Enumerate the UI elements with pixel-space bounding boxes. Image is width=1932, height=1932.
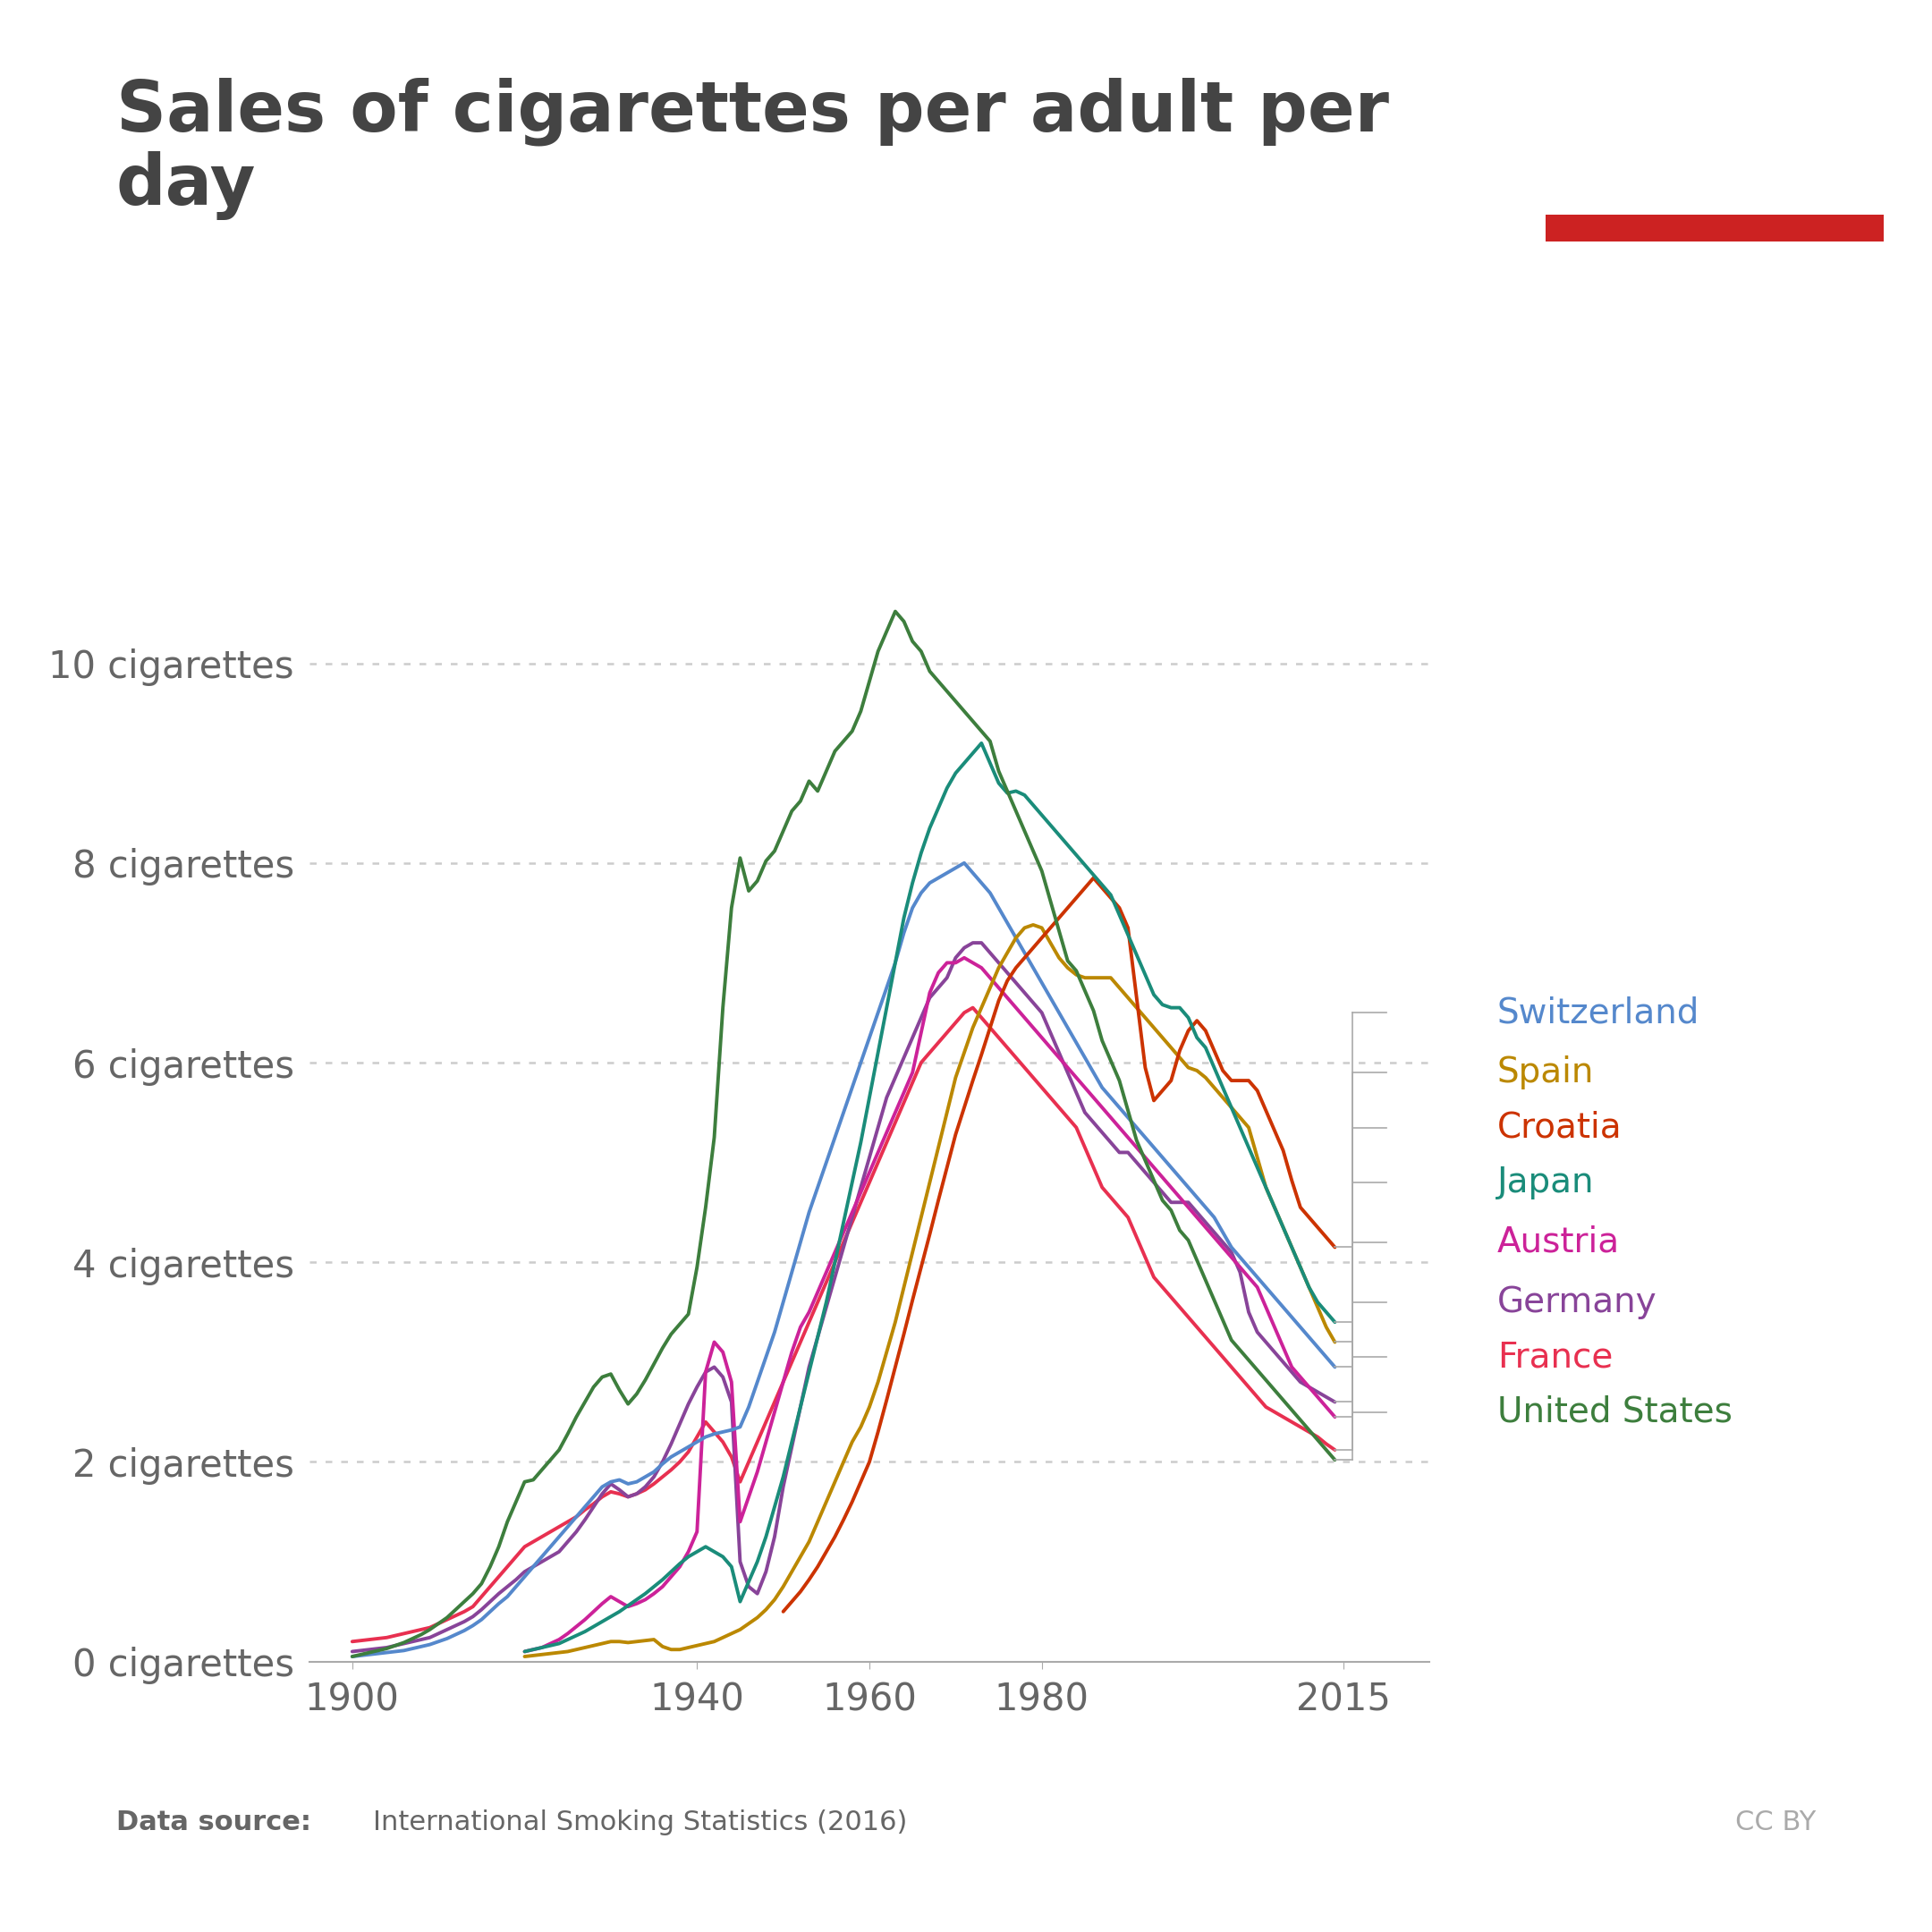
Text: France: France bbox=[1497, 1341, 1613, 1374]
Text: CC BY: CC BY bbox=[1735, 1810, 1816, 1835]
Text: Data source:: Data source: bbox=[116, 1810, 321, 1835]
Text: Croatia: Croatia bbox=[1497, 1111, 1623, 1144]
Bar bbox=[1546, 214, 1884, 242]
Text: Our World: Our World bbox=[1644, 95, 1785, 118]
Text: International Smoking Statistics (2016): International Smoking Statistics (2016) bbox=[373, 1810, 908, 1835]
Text: in Data: in Data bbox=[1663, 156, 1766, 180]
Text: Sales of cigarettes per adult per
day: Sales of cigarettes per adult per day bbox=[116, 77, 1389, 220]
Text: Germany: Germany bbox=[1497, 1285, 1658, 1320]
Text: Austria: Austria bbox=[1497, 1225, 1619, 1260]
Text: Japan: Japan bbox=[1497, 1165, 1594, 1200]
Text: Spain: Spain bbox=[1497, 1055, 1594, 1090]
Text: United States: United States bbox=[1497, 1395, 1733, 1430]
Text: Switzerland: Switzerland bbox=[1497, 995, 1700, 1030]
